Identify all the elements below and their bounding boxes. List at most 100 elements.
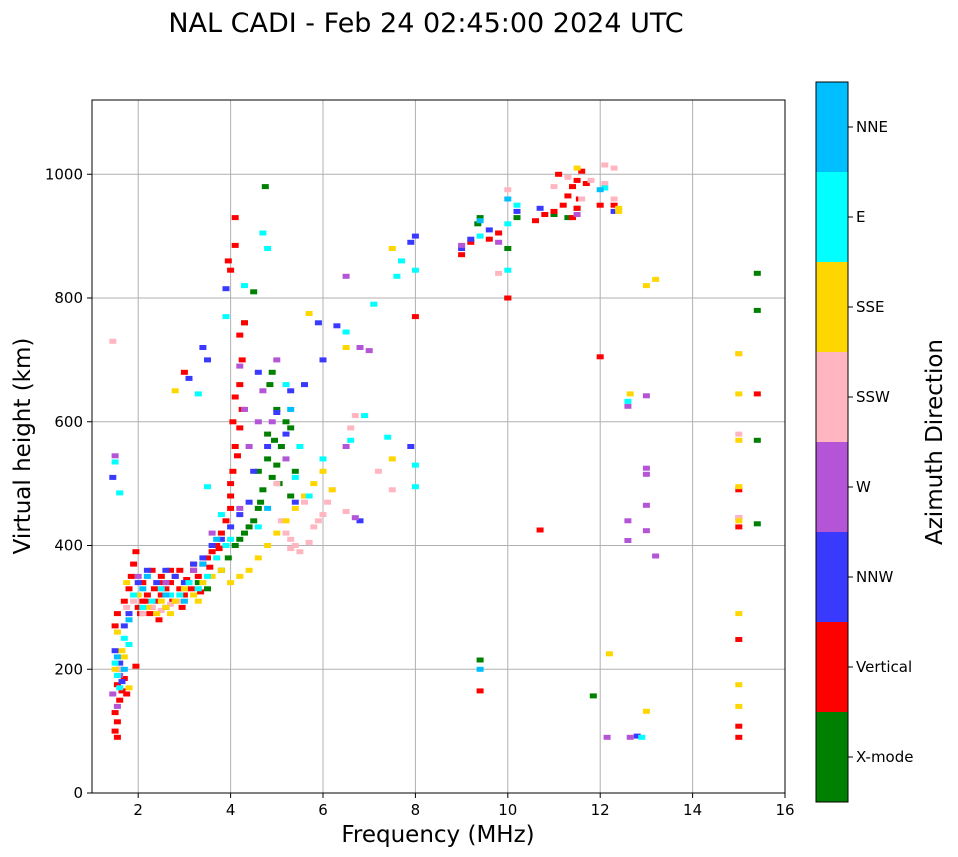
data-point — [555, 171, 563, 177]
data-point — [573, 205, 581, 211]
data-point — [610, 208, 618, 214]
data-point — [314, 518, 322, 524]
data-point — [370, 301, 378, 307]
data-point — [130, 561, 138, 567]
x-tick-label: 14 — [683, 801, 702, 819]
colorbar-swatch-sse — [816, 262, 848, 352]
colorbar-label: Azimuth Direction — [922, 339, 948, 545]
y-tick-label: 400 — [54, 537, 83, 555]
data-point — [231, 444, 239, 449]
data-point — [356, 518, 364, 524]
data-point — [541, 212, 549, 217]
data-point — [139, 611, 147, 617]
y-tick-label: 600 — [54, 413, 83, 431]
data-point — [305, 493, 313, 499]
data-point — [167, 580, 174, 586]
data-point — [222, 286, 230, 292]
data-point — [109, 338, 117, 344]
data-point — [587, 177, 595, 183]
data-point — [301, 493, 308, 499]
colorbar: X-mode Vertical NNW W SSW SSE E NNE — [815, 81, 913, 803]
data-point — [183, 577, 191, 582]
data-point — [125, 617, 133, 623]
data-point — [388, 456, 396, 462]
data-point — [388, 246, 396, 251]
data-point — [735, 637, 743, 642]
data-point — [753, 521, 761, 527]
plot-frame-bg — [92, 100, 785, 793]
data-point — [268, 474, 276, 480]
data-point — [411, 233, 419, 239]
data-point — [282, 530, 290, 536]
data-point — [180, 598, 188, 604]
data-point — [266, 382, 274, 388]
data-point — [139, 586, 147, 592]
data-point — [227, 505, 235, 511]
data-point — [231, 394, 239, 400]
data-point — [197, 589, 205, 595]
data-point — [504, 295, 512, 301]
data-point — [148, 598, 156, 604]
data-point — [111, 453, 119, 459]
data-point — [111, 666, 119, 672]
x-tick-label: 8 — [411, 801, 421, 819]
data-point — [125, 611, 133, 617]
data-point — [610, 202, 618, 208]
data-point — [495, 239, 503, 245]
data-point — [241, 530, 248, 536]
y-tick-label: 1000 — [45, 165, 83, 183]
data-point — [735, 487, 743, 493]
data-point — [123, 580, 131, 586]
data-point — [291, 543, 299, 548]
data-point — [143, 567, 151, 573]
data-point — [234, 453, 241, 459]
data-point — [222, 518, 230, 524]
data-point — [250, 518, 258, 524]
data-point — [578, 168, 586, 174]
data-point — [132, 663, 140, 669]
data-point — [287, 493, 295, 499]
data-point — [245, 444, 253, 449]
data-point — [550, 208, 558, 214]
data-point — [217, 530, 225, 536]
data-point — [204, 484, 211, 490]
data-point — [735, 682, 743, 688]
data-point — [257, 499, 265, 505]
data-point — [204, 555, 211, 561]
x-tick-label: 6 — [318, 801, 328, 819]
data-point — [504, 221, 512, 227]
data-point — [111, 728, 119, 734]
data-point — [735, 518, 743, 524]
data-point — [217, 567, 225, 573]
data-point — [273, 462, 281, 468]
data-point — [157, 598, 165, 604]
data-point — [194, 573, 202, 579]
data-point — [342, 345, 350, 350]
data-point — [582, 181, 590, 186]
data-point — [550, 212, 558, 217]
data-point — [273, 357, 281, 363]
data-point — [254, 419, 262, 425]
data-point — [277, 444, 285, 449]
data-point — [495, 270, 503, 276]
x-tick-label: 2 — [133, 801, 143, 819]
chart-title: NAL CADI - Feb 24 02:45:00 2024 UTC — [168, 8, 683, 39]
data-point — [615, 208, 623, 214]
y-tick-label: 800 — [54, 289, 83, 307]
data-point — [162, 567, 170, 573]
data-point — [351, 413, 359, 419]
data-point — [180, 592, 188, 598]
data-point — [254, 369, 262, 375]
data-point — [532, 218, 539, 224]
data-point — [474, 221, 482, 227]
data-point — [227, 524, 235, 530]
data-point — [735, 703, 743, 709]
data-point — [626, 391, 634, 397]
data-point — [143, 604, 151, 610]
data-point — [259, 230, 267, 236]
data-point — [261, 184, 269, 190]
data-point — [536, 205, 544, 211]
data-point — [268, 419, 276, 425]
data-point — [573, 177, 581, 183]
data-point — [208, 549, 216, 555]
